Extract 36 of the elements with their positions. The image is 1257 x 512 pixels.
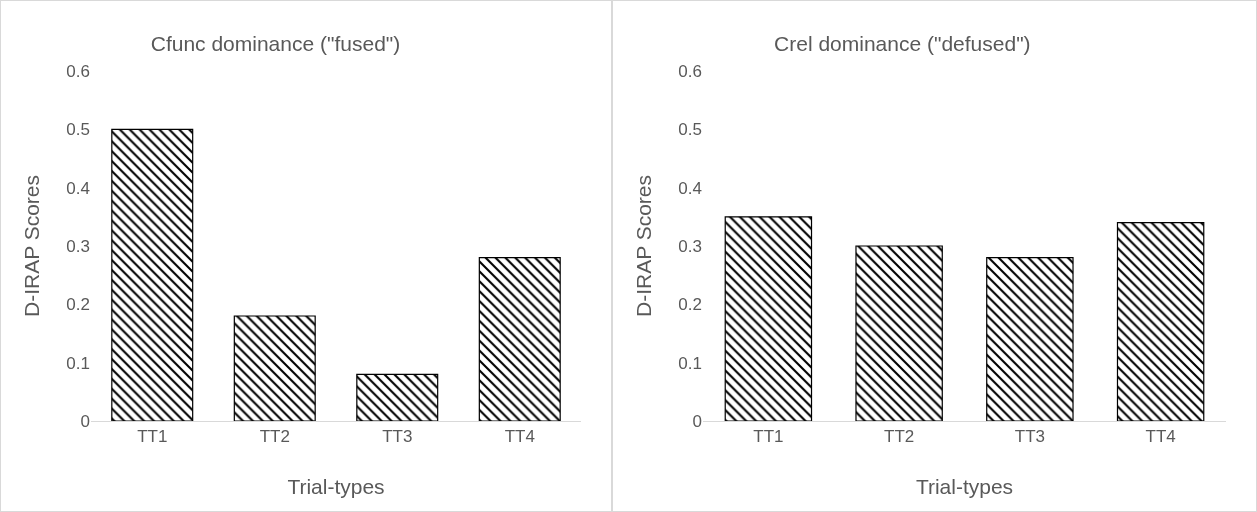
x-tick-label: TT1 xyxy=(753,427,784,447)
chart-title: Crel dominance ("defused") xyxy=(774,32,1031,56)
y-tick-label: 0.6 xyxy=(678,61,702,81)
y-tick-label: 0.5 xyxy=(678,120,702,140)
y-tick-label: 0 xyxy=(80,411,90,431)
x-axis-title: Trial-types xyxy=(287,475,385,498)
y-axis-title: D-IRAP Scores xyxy=(20,175,43,317)
x-tick-label: TT3 xyxy=(1014,427,1045,447)
y-tick-label: 0.2 xyxy=(66,295,90,315)
bar xyxy=(855,245,943,421)
y-tick-label: 0.1 xyxy=(678,353,702,373)
y-tick-label: 0.5 xyxy=(66,120,90,140)
y-tick-label: 0.1 xyxy=(66,353,90,373)
y-tick-label: 0.6 xyxy=(66,61,90,81)
bar xyxy=(233,315,316,421)
y-tick-label: 0.2 xyxy=(678,295,702,315)
x-tick-label: TT2 xyxy=(259,427,290,447)
bar xyxy=(111,128,194,421)
y-tick-label: 0.3 xyxy=(678,236,702,256)
x-tick-label: TT4 xyxy=(1145,427,1176,447)
y-axis-title: D-IRAP Scores xyxy=(632,175,655,317)
x-tick-label: TT4 xyxy=(504,427,535,447)
chart-title: Cfunc dominance ("fused") xyxy=(150,32,401,56)
bar xyxy=(356,373,439,421)
y-tick-label: 0 xyxy=(692,411,702,431)
x-tick-label: TT3 xyxy=(382,427,413,447)
bar xyxy=(986,257,1074,421)
bar xyxy=(478,257,561,421)
bar xyxy=(724,216,813,421)
x-tick-label: TT1 xyxy=(137,427,168,447)
x-axis-title: Trial-types xyxy=(915,475,1014,498)
bar xyxy=(1116,222,1205,421)
y-tick-label: 0.4 xyxy=(678,178,702,198)
y-tick-label: 0.4 xyxy=(66,178,90,198)
y-tick-label: 0.3 xyxy=(66,236,90,256)
x-tick-label: TT2 xyxy=(884,427,915,447)
